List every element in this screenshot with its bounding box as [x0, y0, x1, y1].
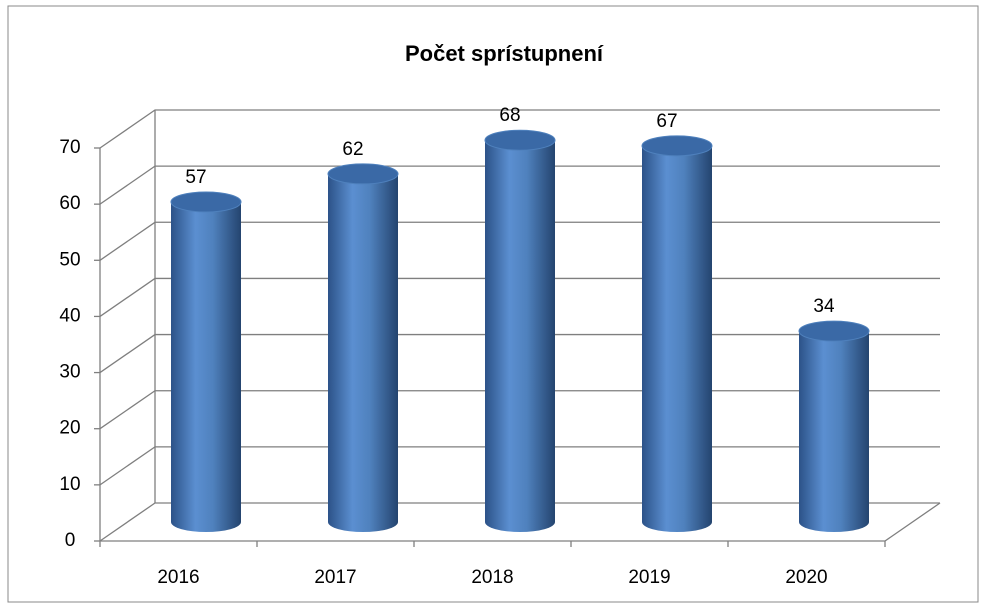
cylinder-body [799, 331, 869, 532]
cylinder-body [171, 201, 241, 532]
bars: 57 62 68 67 34 [170, 105, 870, 533]
x-tick-label: 2019 [628, 567, 670, 588]
data-label: 34 [813, 296, 835, 317]
grid: 0 10 20 30 40 50 60 70 2016 2017 2018 2019 2020 [59, 109, 941, 588]
cylinder-top [798, 320, 870, 342]
data-label: 68 [499, 105, 520, 126]
y-tick-label: 10 [59, 474, 80, 495]
x-tick-label: 2018 [471, 567, 513, 588]
cylinder-body [642, 145, 712, 533]
cylinder-top [170, 191, 242, 213]
cylinder-body [328, 173, 398, 532]
y-tick-label: 20 [59, 418, 80, 439]
x-tick-label: 2020 [785, 567, 827, 588]
y-tick-label: 30 [59, 362, 80, 383]
cylinder-top [327, 163, 399, 185]
cylinder-body [485, 140, 555, 532]
data-label: 62 [342, 139, 363, 160]
data-label: 67 [656, 111, 677, 132]
y-tick-label: 60 [59, 193, 80, 214]
cylinder-top [641, 135, 713, 157]
grid-line [99, 109, 940, 149]
y-tick-label: 0 [65, 530, 76, 551]
x-tick-label: 2017 [314, 567, 356, 588]
y-tick-label: 40 [59, 305, 80, 326]
x-tick-label: 2016 [157, 567, 199, 588]
cylinder-top [484, 129, 556, 151]
y-tick-label: 70 [59, 137, 80, 158]
chart-title: Počet sprístupnení [405, 41, 604, 66]
data-label: 57 [185, 167, 206, 188]
y-tick-label: 50 [59, 249, 80, 270]
